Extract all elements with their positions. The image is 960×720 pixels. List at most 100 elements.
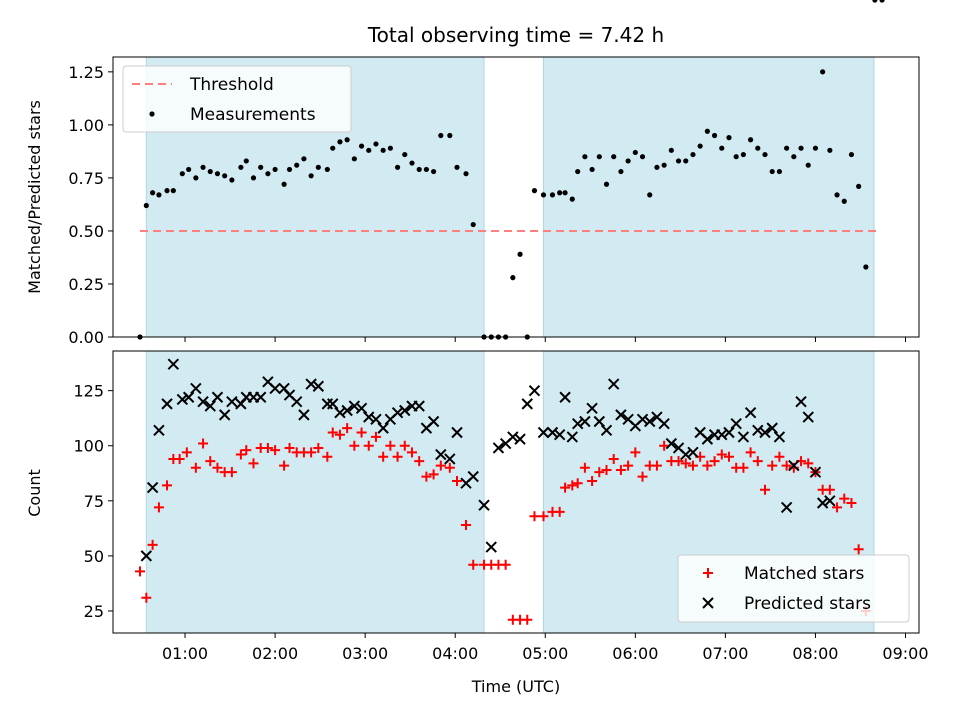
matched-star-point [760, 484, 771, 495]
predicted-star-point [816, 497, 829, 509]
measurement-point [207, 168, 213, 175]
matched-star-point [673, 456, 684, 467]
measurement-point [769, 168, 775, 175]
predicted-star-point [176, 393, 189, 406]
measurement-point [380, 147, 386, 153]
measurement-point [675, 158, 682, 164]
matched-star-point [659, 440, 670, 451]
matched-star-point [738, 462, 749, 473]
measurement-point [690, 151, 696, 158]
y-tick-label: 100 [73, 437, 104, 456]
matched-star-point [781, 460, 792, 471]
predicted-star-point [334, 406, 346, 419]
matched-star-point [174, 453, 185, 464]
predicted-star-point [312, 380, 325, 392]
matched-star-point [452, 475, 463, 486]
matched-star-point [716, 449, 727, 460]
measurement-point [186, 166, 192, 173]
legend-box [677, 554, 910, 623]
matched-star-point [349, 440, 360, 451]
matched-star-point [723, 451, 734, 462]
matched-star-point [529, 511, 540, 522]
measurement-point [820, 69, 826, 75]
measurement-point [747, 137, 754, 143]
predicted-star-point [615, 409, 627, 421]
measurement-point [661, 162, 667, 168]
measurement-point [776, 168, 783, 175]
measurement-point [308, 173, 314, 179]
legend-predicted-label: Predicted stars [744, 594, 871, 614]
predicted-star-point [140, 550, 153, 562]
observing-window [542, 56, 875, 338]
matched-star-point [579, 462, 590, 473]
predicted-star-point [586, 402, 598, 414]
predicted-star-point [559, 391, 571, 403]
measurement-point [387, 145, 393, 151]
measurement-point [625, 158, 631, 164]
y-tick-label: 25 [84, 602, 104, 621]
predicted-star-point [759, 426, 771, 439]
measurement-point [250, 175, 257, 181]
matched-star-point [378, 451, 389, 462]
measurement-point [265, 171, 271, 177]
x-tick-label: 02:00 [252, 644, 298, 663]
predicted-star-point [566, 431, 578, 443]
matched-star-point [554, 506, 565, 517]
measurement-point [272, 166, 278, 173]
measurement-point [557, 190, 563, 196]
measurement-point [575, 168, 581, 175]
matched-star-point [587, 475, 598, 486]
measurement-point [170, 188, 176, 194]
legend-threshold-label: Threshold [189, 75, 274, 95]
matched-star-point [241, 445, 252, 456]
matched-star-point [560, 482, 571, 493]
measurement-point [281, 181, 287, 187]
measurement-point [639, 154, 646, 160]
predicted-star-point [716, 429, 728, 441]
predicted-star-point [370, 413, 382, 426]
matched-star-point [680, 458, 691, 469]
measurement-point [243, 158, 249, 164]
predicted-star-point [788, 459, 800, 472]
matched-star-point [703, 568, 713, 578]
matched-star-point [205, 456, 216, 467]
predicted-star-point [723, 426, 735, 439]
predicted-star-point [537, 426, 550, 439]
bottom-y-axis-label: Count [25, 469, 44, 517]
predicted-star-point [665, 437, 678, 450]
top-y-axis-label: Matched/Predicted stars [25, 100, 44, 294]
x-tick-label: 05:00 [522, 644, 568, 663]
predicted-star-point [485, 541, 497, 553]
measurement-point [156, 192, 162, 198]
matched-star-point [522, 614, 533, 625]
matched-star-point [752, 456, 763, 467]
matched-star-point [461, 520, 472, 531]
measurement-point [603, 181, 610, 187]
measurement-point [582, 154, 588, 160]
predicted-star-point [744, 406, 757, 419]
predicted-star-point [305, 378, 317, 390]
predicted-star-point [190, 382, 202, 395]
predicted-star-point [553, 429, 566, 441]
x-tick-label: 08:00 [792, 644, 838, 663]
legend-measurements-label: Measurements [190, 105, 316, 125]
matched-star-point [601, 464, 612, 475]
matched-star-point [421, 471, 432, 482]
predicted-star-point [680, 448, 692, 461]
predicted-star-point [802, 411, 814, 423]
measurement-point [351, 156, 357, 162]
predicted-star-point [377, 422, 389, 434]
matched-star-point [279, 460, 290, 471]
predicted-star-point [795, 395, 807, 408]
x-tick-label: 07:00 [702, 644, 748, 663]
measurement-point [762, 151, 768, 158]
measurement-point [755, 145, 761, 151]
measurement-point [286, 166, 293, 173]
matched-star-point [444, 462, 455, 473]
measurement-point [540, 192, 547, 198]
predicted-star-point [167, 358, 180, 370]
measurement-point [344, 137, 350, 143]
predicted-star-point [146, 481, 159, 494]
legend: Matched stars Predicted stars [677, 554, 910, 623]
